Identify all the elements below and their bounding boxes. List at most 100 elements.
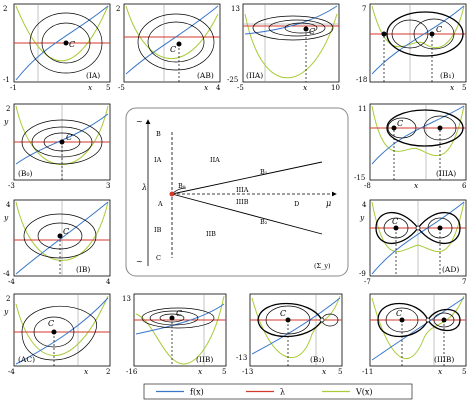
orbit xyxy=(29,12,103,74)
point-label-D: D xyxy=(294,200,299,208)
lambda-axis-label: λ xyxy=(141,183,147,192)
equilibrium-point xyxy=(441,317,447,323)
equilibrium-point xyxy=(59,139,65,145)
equilibrium-point xyxy=(381,31,387,37)
tick-label: 7 xyxy=(362,5,366,13)
tick-label: 11 xyxy=(358,105,367,113)
panel-tag: (IIIB) xyxy=(434,355,454,364)
panel-tag: (IIB) xyxy=(196,355,213,364)
V-curve xyxy=(244,13,338,79)
f-curve xyxy=(251,297,341,355)
panel-IIA: C (IIA) 13 -25 -5 10 x xyxy=(227,3,340,92)
tick-label: 2 xyxy=(6,105,10,113)
point-label: C xyxy=(436,25,442,34)
equilibrium-point xyxy=(437,225,443,231)
orbit xyxy=(268,19,326,37)
panel-tag: (AC) xyxy=(18,355,35,364)
region-label: IIB xyxy=(206,230,216,238)
tick-label: 2 xyxy=(116,5,120,13)
orbit xyxy=(41,22,91,64)
saddle-point xyxy=(415,225,421,231)
bifurcation-diagram: ~ ~ λ μ B A C D IA IIA IIIA IIIB IB IIB … xyxy=(125,107,349,277)
f-curve xyxy=(371,201,465,275)
diagram-tag: (Σ_y) xyxy=(314,262,331,270)
equilibrium-point xyxy=(57,233,63,239)
tick-label: 4 xyxy=(6,201,11,209)
f-curve xyxy=(135,303,225,335)
curve-label: B₂ xyxy=(260,218,268,226)
orbit xyxy=(137,13,215,71)
orbit xyxy=(33,316,75,348)
x-axis-label: x xyxy=(303,83,308,92)
orbit xyxy=(252,15,334,41)
orbit xyxy=(377,302,461,338)
B1-curve xyxy=(171,161,323,195)
tick-label: 7 xyxy=(462,278,466,286)
V-curve xyxy=(371,105,465,156)
tick-label: 5 xyxy=(462,84,466,92)
point-label: C xyxy=(48,319,54,328)
saddle-point xyxy=(319,317,325,323)
orbit xyxy=(413,18,455,50)
panel-tag: (AB) xyxy=(197,71,214,80)
panel-IIIB: C (IIIB) -11 5 x xyxy=(362,293,466,376)
point-label: C xyxy=(309,27,315,36)
equilibrium-point xyxy=(303,26,309,32)
saddle-point xyxy=(425,317,431,323)
panel-IIB: C (IIB) 13 -16 5 x xyxy=(122,293,226,376)
panel-AB: C (AB) 2 -5 4 x xyxy=(116,3,221,92)
point-A xyxy=(169,191,175,197)
curve-label: B₀ xyxy=(178,182,186,190)
tick-label: -16 xyxy=(126,368,138,376)
tick-label: 2 xyxy=(3,5,7,13)
x-axis-label: x xyxy=(88,83,93,92)
tick-label: -1 xyxy=(10,84,17,92)
x-axis-label: x xyxy=(198,367,203,376)
equilibrium-point xyxy=(393,225,399,231)
orbit xyxy=(147,21,205,63)
point-label: C xyxy=(176,309,182,318)
point-label-B: B xyxy=(156,130,161,138)
y-axis-label: y xyxy=(359,213,365,222)
y-axis-label: y xyxy=(3,117,9,126)
tick-label: -11 xyxy=(362,368,373,376)
tick-label: 4 xyxy=(106,278,111,286)
region-label: IB xyxy=(154,226,162,234)
tick-label: -4 xyxy=(3,270,10,278)
tick-label: -4 xyxy=(8,368,15,376)
equilibrium-point xyxy=(391,125,397,131)
tick-label: -1 xyxy=(3,76,10,84)
point-label: C xyxy=(397,119,403,128)
tick-label: -9 xyxy=(359,270,366,278)
panel-tag: (IIA) xyxy=(246,71,263,80)
panel-tag: (AD) xyxy=(442,265,459,274)
orbit xyxy=(433,312,455,328)
panel-B2: C (B₂) -13 -13 5 x xyxy=(236,293,342,376)
point-label-C: C xyxy=(156,254,161,262)
orbit xyxy=(257,302,323,338)
orbit xyxy=(391,19,429,49)
lambda-axis-tilde: ~ xyxy=(136,117,143,126)
equilibrium-point xyxy=(437,125,443,131)
tick-label: -18 xyxy=(356,76,367,84)
region-label: IIA xyxy=(210,156,220,164)
tick-label: 5 xyxy=(462,368,466,376)
f-curve xyxy=(371,297,465,361)
orbit xyxy=(141,307,215,329)
equilibrium-point xyxy=(429,31,435,37)
equilibrium-point xyxy=(285,317,291,323)
panel-AC: C (AC) 2 -4 2 x y xyxy=(3,293,110,376)
V-curve xyxy=(15,5,109,62)
panel-tag: (IB) xyxy=(76,265,90,274)
region-label: IA xyxy=(154,156,162,164)
x-axis-label: x xyxy=(450,83,455,92)
orbit xyxy=(386,11,464,57)
orbit xyxy=(387,117,417,139)
equilibrium-point xyxy=(51,329,57,335)
tick-label: -13 xyxy=(236,354,247,362)
tick-label: 2 xyxy=(106,368,110,376)
panel-tag: (IA) xyxy=(86,71,100,80)
point-label: C xyxy=(66,133,72,142)
tick-label: 4 xyxy=(362,201,367,209)
region-label: IIIA xyxy=(236,186,249,194)
